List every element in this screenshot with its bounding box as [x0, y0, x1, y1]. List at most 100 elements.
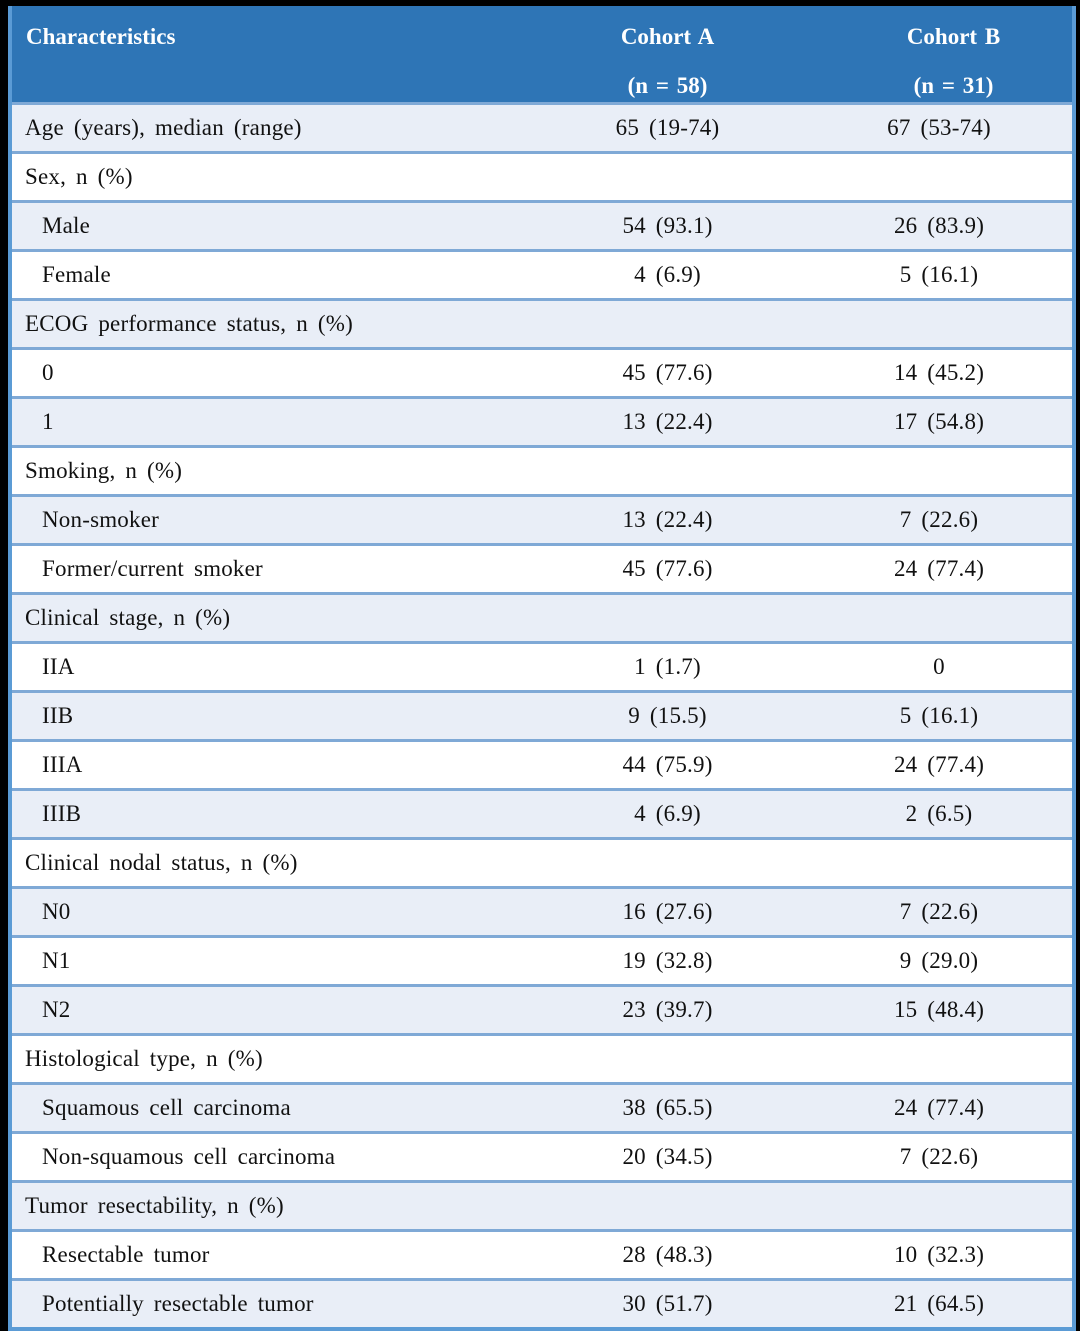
table-row: Smoking, n (%): [10, 446, 1074, 495]
cohort-a-value: 54 (93.1): [500, 201, 835, 250]
table-header: Characteristics Cohort A (n = 58) Cohort…: [10, 6, 1074, 103]
col-header-cohort-b: Cohort B (n = 31): [835, 6, 1074, 103]
cohort-a-value: 28 (48.3): [500, 1230, 835, 1279]
cohort-b-value: 24 (77.4): [835, 1083, 1074, 1132]
table-row: ECOG performance status, n (%): [10, 299, 1074, 348]
table-row: Clinical stage, n (%): [10, 593, 1074, 642]
cohort-a-value: [500, 446, 835, 495]
table-row: Age (years), median (range) 65 (19-74) 6…: [10, 103, 1074, 152]
row-label: ECOG performance status, n (%): [10, 299, 500, 348]
row-label: N2: [10, 985, 500, 1034]
table-row: Former/current smoker 45 (77.6) 24 (77.4…: [10, 544, 1074, 593]
cohort-b-value: 17 (54.8): [835, 397, 1074, 446]
table-row: N2 23 (39.7) 15 (48.4): [10, 985, 1074, 1034]
row-label: Female: [10, 250, 500, 299]
row-label: Clinical nodal status, n (%): [10, 838, 500, 887]
cohort-b-value: 24 (77.4): [835, 544, 1074, 593]
table-row: Male 54 (93.1) 26 (83.9): [10, 201, 1074, 250]
table-row: Resectable tumor 28 (48.3) 10 (32.3): [10, 1230, 1074, 1279]
table-row: Histological type, n (%): [10, 1034, 1074, 1083]
cohort-b-name: Cohort B: [906, 24, 1001, 49]
cohort-b-value: 10 (32.3): [835, 1230, 1074, 1279]
cohort-a-name: Cohort A: [620, 24, 715, 49]
row-label: Non-smoker: [10, 495, 500, 544]
cohort-a-value: 1 (1.7): [500, 642, 835, 691]
row-label: 1: [10, 397, 500, 446]
row-label: IIIA: [10, 740, 500, 789]
row-label: Tumor resectability, n (%): [10, 1181, 500, 1230]
row-label: Male: [10, 201, 500, 250]
cohort-b-value: 67 (53-74): [835, 103, 1074, 152]
row-label: 0: [10, 348, 500, 397]
table-row: Squamous cell carcinoma 38 (65.5) 24 (77…: [10, 1083, 1074, 1132]
table-row: N0 16 (27.6) 7 (22.6): [10, 887, 1074, 936]
baseline-characteristics-table: Characteristics Cohort A (n = 58) Cohort…: [8, 6, 1076, 1331]
cohort-a-value: 38 (65.5): [500, 1083, 835, 1132]
table-row: Non-smoker 13 (22.4) 7 (22.6): [10, 495, 1074, 544]
row-label: Squamous cell carcinoma: [10, 1083, 500, 1132]
cohort-b-value: 24 (77.4): [835, 740, 1074, 789]
col-header-characteristics: Characteristics: [10, 6, 500, 103]
table-row: IIA 1 (1.7) 0: [10, 642, 1074, 691]
cohort-a-value: [500, 1181, 835, 1230]
row-label: Potentially resectable tumor: [10, 1279, 500, 1329]
cohort-b-value: [835, 838, 1074, 887]
row-label: Resectable tumor: [10, 1230, 500, 1279]
cohort-a-value: 19 (32.8): [500, 936, 835, 985]
row-label: N1: [10, 936, 500, 985]
cohort-b-value: 2 (6.5): [835, 789, 1074, 838]
cohort-a-value: 45 (77.6): [500, 544, 835, 593]
table-row: IIIB 4 (6.9) 2 (6.5): [10, 789, 1074, 838]
cohort-b-value: [835, 152, 1074, 201]
row-label: Sex, n (%): [10, 152, 500, 201]
table-row: N1 19 (32.8) 9 (29.0): [10, 936, 1074, 985]
cohort-b-value: 7 (22.6): [835, 887, 1074, 936]
cohort-b-value: 7 (22.6): [835, 495, 1074, 544]
row-label: IIIB: [10, 789, 500, 838]
row-label: Smoking, n (%): [10, 446, 500, 495]
cohort-a-value: 45 (77.6): [500, 348, 835, 397]
cohort-a-value: 16 (27.6): [500, 887, 835, 936]
cohort-b-value: 21 (64.5): [835, 1279, 1074, 1329]
cohort-a-value: 13 (22.4): [500, 495, 835, 544]
table-row: 0 45 (77.6) 14 (45.2): [10, 348, 1074, 397]
table-row: Tumor resectability, n (%): [10, 1181, 1074, 1230]
cohort-a-value: 30 (51.7): [500, 1279, 835, 1329]
table-row: Sex, n (%): [10, 152, 1074, 201]
cohort-b-value: 9 (29.0): [835, 936, 1074, 985]
cohort-b-value: [835, 1181, 1074, 1230]
cohort-a-value: [500, 1034, 835, 1083]
cohort-a-value: 4 (6.9): [500, 789, 835, 838]
cohort-b-value: [835, 1034, 1074, 1083]
cohort-b-value: 14 (45.2): [835, 348, 1074, 397]
row-label: Age (years), median (range): [10, 103, 500, 152]
cohort-b-value: 5 (16.1): [835, 691, 1074, 740]
cohort-a-value: 13 (22.4): [500, 397, 835, 446]
table-row: Potentially resectable tumor 30 (51.7) 2…: [10, 1279, 1074, 1329]
col-header-characteristics-label: Characteristics: [26, 24, 176, 49]
header-row: Characteristics Cohort A (n = 58) Cohort…: [10, 6, 1074, 103]
row-label: IIA: [10, 642, 500, 691]
cohort-a-value: [500, 593, 835, 642]
cohort-b-value: [835, 299, 1074, 348]
cohort-a-value: [500, 299, 835, 348]
cohort-b-value: 5 (16.1): [835, 250, 1074, 299]
row-label: IIB: [10, 691, 500, 740]
row-label: Non-squamous cell carcinoma: [10, 1132, 500, 1181]
table-row: IIIA 44 (75.9) 24 (77.4): [10, 740, 1074, 789]
cohort-b-value: 15 (48.4): [835, 985, 1074, 1034]
cohort-a-value: 65 (19-74): [500, 103, 835, 152]
cohort-b-value: [835, 593, 1074, 642]
row-label: Former/current smoker: [10, 544, 500, 593]
table-row: Female 4 (6.9) 5 (16.1): [10, 250, 1074, 299]
table-row: 1 13 (22.4) 17 (54.8): [10, 397, 1074, 446]
cohort-b-value: [835, 446, 1074, 495]
cohort-a-value: [500, 838, 835, 887]
row-label: Clinical stage, n (%): [10, 593, 500, 642]
cohort-b-value: 26 (83.9): [835, 201, 1074, 250]
table-row: Non-squamous cell carcinoma 20 (34.5) 7 …: [10, 1132, 1074, 1181]
row-label: Histological type, n (%): [10, 1034, 500, 1083]
col-header-cohort-a: Cohort A (n = 58): [500, 6, 835, 103]
cohort-a-value: 23 (39.7): [500, 985, 835, 1034]
